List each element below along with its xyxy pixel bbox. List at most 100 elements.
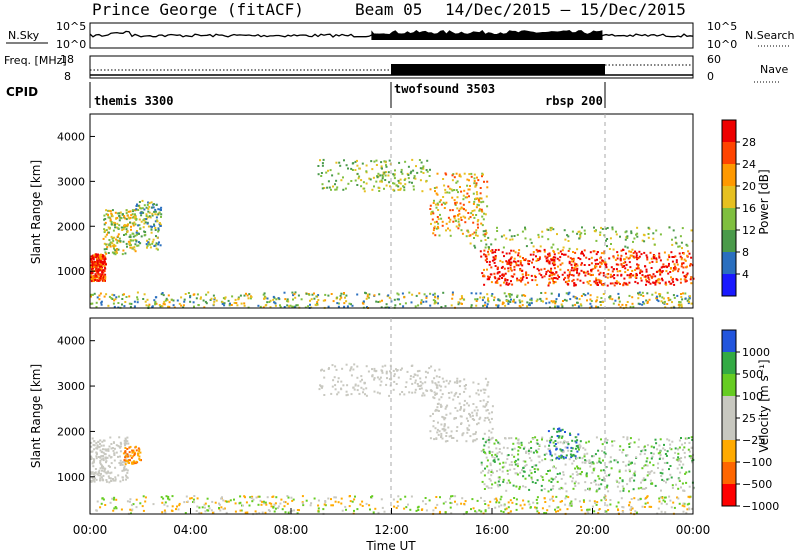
power-cell (222, 297, 225, 300)
power-cell (533, 266, 535, 269)
velocity-cell (595, 436, 598, 439)
velocity-cell (323, 369, 326, 372)
power-cell (677, 245, 680, 248)
power-cell (538, 272, 541, 275)
velocity-cell (585, 474, 588, 477)
velocity-cell (330, 504, 333, 507)
velocity-cell (350, 366, 353, 369)
power-cell (588, 280, 591, 282)
power-cell (519, 260, 522, 262)
power-cell (401, 172, 404, 175)
power-cell (483, 253, 486, 256)
velocity-cell (368, 504, 371, 507)
velocity-cell (435, 383, 438, 386)
power-cell (513, 268, 516, 271)
power-cell (647, 281, 650, 284)
power-cell (423, 293, 426, 296)
velocity-cell (531, 481, 534, 484)
power-cell (117, 233, 120, 236)
power-cell (521, 277, 524, 280)
velocity-cell (242, 504, 244, 507)
power-cell (516, 279, 519, 282)
power-cell (664, 306, 667, 309)
velocity-cell (489, 421, 492, 424)
power-cell (655, 258, 658, 261)
velocity-cell (484, 451, 486, 454)
power-cell (659, 233, 662, 236)
velocity-cell (483, 500, 486, 502)
velocity-cell (475, 412, 478, 415)
velocity-cell (445, 413, 448, 416)
power-cell (580, 269, 583, 272)
power-cell (144, 300, 147, 303)
power-cell (601, 228, 604, 230)
velocity-cell (405, 506, 408, 509)
frequency-panel: Freq. [MHz] 18 8 Nave 60 0 (4, 53, 788, 83)
power-cell (385, 303, 388, 306)
power-cell (266, 297, 269, 300)
velocity-cell (178, 502, 181, 505)
power-cell (180, 296, 183, 299)
velocity-cell (646, 501, 649, 504)
power-cell (679, 255, 682, 258)
velocity-cell (283, 505, 286, 508)
power-cell (472, 221, 475, 224)
power-cell (155, 204, 158, 206)
power-cell (496, 268, 499, 271)
velocity-cell (280, 498, 283, 501)
power-cell (346, 305, 349, 308)
velocity-cell (525, 451, 528, 454)
power-cell (449, 234, 452, 237)
power-cell (136, 298, 139, 301)
power-cell (660, 271, 663, 274)
velocity-cell (521, 469, 523, 472)
power-cell (501, 274, 504, 277)
power-cell (444, 305, 447, 308)
velocity-cell (257, 495, 260, 498)
power-cell (100, 301, 103, 304)
power-cell (645, 254, 648, 257)
velocity-cell (569, 502, 572, 505)
power-cell (394, 169, 396, 172)
power-cell (187, 292, 190, 294)
velocity-cell (160, 496, 163, 499)
power-cell (614, 258, 617, 261)
velocity-cell (677, 460, 680, 463)
power-cell (572, 274, 575, 277)
power-cell (652, 273, 655, 276)
x-axis: 00:00 04:00 08:00 12:00 16:00 20:00 00:00 (73, 508, 710, 537)
velocity-cell (535, 464, 538, 467)
velocity-cell (489, 438, 492, 441)
velocity-cell (491, 427, 494, 430)
velocity-cell (660, 489, 662, 492)
velocity-cell (510, 437, 513, 440)
velocity-cell (460, 423, 462, 425)
power-cell (594, 282, 597, 285)
velocity-cell (597, 483, 600, 486)
velocity-cell (570, 446, 573, 449)
velocity-cell (364, 393, 366, 396)
velocity-cell (660, 510, 663, 513)
velocity-cell (485, 409, 488, 412)
velocity-cell (345, 390, 348, 393)
power-cell (158, 304, 161, 306)
velocity-cell (284, 501, 287, 504)
power-cell (356, 159, 358, 162)
velocity-cell (557, 506, 560, 509)
velocity-cell (168, 498, 171, 501)
power-cell (380, 306, 383, 309)
velocity-cell (262, 500, 265, 503)
power-cell (599, 261, 602, 264)
power-cell (479, 250, 482, 253)
power-cell (135, 239, 138, 242)
power-cell (657, 269, 660, 272)
velocity-cell (507, 512, 510, 515)
velocity-cell (114, 506, 117, 508)
velocity-cell (440, 385, 443, 388)
power-cell (122, 228, 125, 231)
power-ytick-label: 3000 (57, 175, 85, 188)
power-cell (407, 174, 410, 176)
velocity-cell (208, 507, 211, 510)
velocity-cell (442, 380, 445, 383)
power-cell (273, 301, 276, 304)
